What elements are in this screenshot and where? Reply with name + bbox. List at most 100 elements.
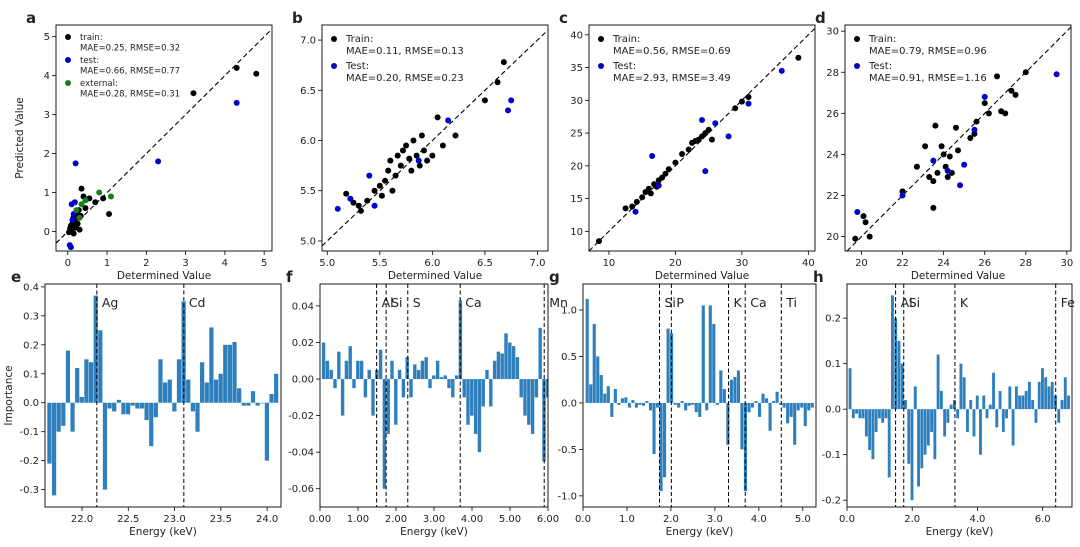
bar-41 xyxy=(477,379,482,453)
bar-53 xyxy=(772,401,776,403)
bar-36 xyxy=(966,409,969,432)
bar-12 xyxy=(367,369,371,380)
bar-35 xyxy=(962,377,966,410)
bar-40 xyxy=(979,409,982,455)
bar-20 xyxy=(139,402,145,409)
bar-45 xyxy=(255,402,260,406)
x-tick-label: 7.0 xyxy=(530,258,546,269)
identity-line xyxy=(56,28,272,244)
bar-62 xyxy=(1050,381,1054,410)
point-Train-16 xyxy=(403,142,410,149)
bar-53 xyxy=(1021,395,1025,410)
point-Test-4 xyxy=(957,182,964,189)
bar-23 xyxy=(409,379,413,398)
bar-22 xyxy=(149,402,154,447)
legend-name-Train: Train: xyxy=(612,34,640,45)
legend-metrics-Test: MAE=2.93, RMSE=3.49 xyxy=(613,73,731,84)
point-Train-3 xyxy=(633,198,640,205)
legend-marker-Train xyxy=(331,36,337,42)
point-Train-11 xyxy=(934,169,941,176)
y-axis-label: Importance xyxy=(3,365,15,425)
y-tick-label: 2 xyxy=(44,149,50,160)
panel-letter: d xyxy=(815,9,826,27)
y-tick-label: 5.0 xyxy=(300,236,316,247)
bar-32 xyxy=(952,400,956,410)
bar-17 xyxy=(386,379,390,434)
point-Train-1 xyxy=(622,205,629,212)
bar-12 xyxy=(887,409,891,478)
bar-26 xyxy=(677,402,681,408)
x-tick-label: 0 xyxy=(65,258,71,269)
point-Test-3 xyxy=(944,167,951,174)
x-axis-label: Energy (keV) xyxy=(129,526,197,538)
bar-54 xyxy=(1024,390,1028,410)
bar-19 xyxy=(910,409,914,501)
x-tick-label: 4.0 xyxy=(751,514,767,525)
bar-59 xyxy=(793,402,797,445)
bar-52 xyxy=(768,402,772,431)
point-Train-3 xyxy=(862,219,869,226)
point-Train-29 xyxy=(481,97,488,104)
y-tick-label: 1 xyxy=(44,188,50,199)
point-Train-11 xyxy=(389,187,396,194)
bar-24 xyxy=(413,364,417,380)
bar-15 xyxy=(116,399,121,403)
bar-12 xyxy=(627,402,631,408)
legend-metrics-train: MAE=0.25, RMSE=0.32 xyxy=(80,44,180,54)
bar-16 xyxy=(641,402,646,406)
bar-34 xyxy=(705,402,709,411)
plot-frame xyxy=(55,24,273,252)
bar-22 xyxy=(405,357,409,380)
bar-19 xyxy=(394,379,398,425)
point-Train-5 xyxy=(913,163,920,170)
point-Train-19 xyxy=(955,147,961,154)
plot-frame xyxy=(844,24,1072,252)
point-Train-0 xyxy=(852,235,859,242)
x-tick-label: 24 xyxy=(937,258,950,269)
x-tick-label: 2.00 xyxy=(385,514,407,525)
bar-27 xyxy=(680,401,684,403)
x-axis-label: Determined Value xyxy=(117,270,211,282)
panel-letter: a xyxy=(26,9,36,27)
point-Train-27 xyxy=(1002,110,1009,117)
bar-37 xyxy=(969,400,973,410)
bar-42 xyxy=(985,409,989,419)
point-Train-7 xyxy=(378,192,385,199)
bar-18 xyxy=(130,402,135,406)
bar-60 xyxy=(1044,377,1048,410)
point-Train-11 xyxy=(659,174,666,181)
element-label-Si: Si xyxy=(664,295,675,310)
point-Train-6 xyxy=(922,143,929,150)
bar-17 xyxy=(125,402,131,415)
y-tick-label: 30 xyxy=(826,27,839,38)
point-Train-18 xyxy=(952,124,959,131)
bar-21 xyxy=(144,402,149,421)
element-label-Si: Si xyxy=(909,295,920,310)
y-tick-label: 5 xyxy=(44,32,50,43)
point-Train-24 xyxy=(985,110,992,117)
point-external-3 xyxy=(82,197,89,204)
bar-13 xyxy=(371,379,375,416)
point-Train-5 xyxy=(371,187,378,194)
bar-42 xyxy=(733,376,737,403)
point-Train-20 xyxy=(967,135,974,141)
bar-30 xyxy=(691,402,695,405)
bar-57 xyxy=(1034,409,1038,423)
x-tick-label: 4.00 xyxy=(461,514,483,525)
point-Test-7 xyxy=(745,100,752,107)
bar-37 xyxy=(715,402,719,405)
point-Train-25 xyxy=(994,73,1001,80)
y-tick-label: 10 xyxy=(570,227,583,238)
point-Train-15 xyxy=(679,151,686,158)
bar-18 xyxy=(648,402,653,411)
legend: Train:MAE=0.11, RMSE=0.13 Test:MAE=0.20, … xyxy=(331,34,464,84)
point-Train-30 xyxy=(1022,69,1029,76)
legend-name-external: external: xyxy=(80,79,118,89)
point-Train-19 xyxy=(410,137,417,144)
bar-27 xyxy=(424,357,428,380)
element-label-S: S xyxy=(413,295,421,310)
bar-30 xyxy=(186,379,191,403)
point-Train-21 xyxy=(416,162,423,169)
point-train-21 xyxy=(190,90,197,97)
bar-36 xyxy=(712,323,716,403)
